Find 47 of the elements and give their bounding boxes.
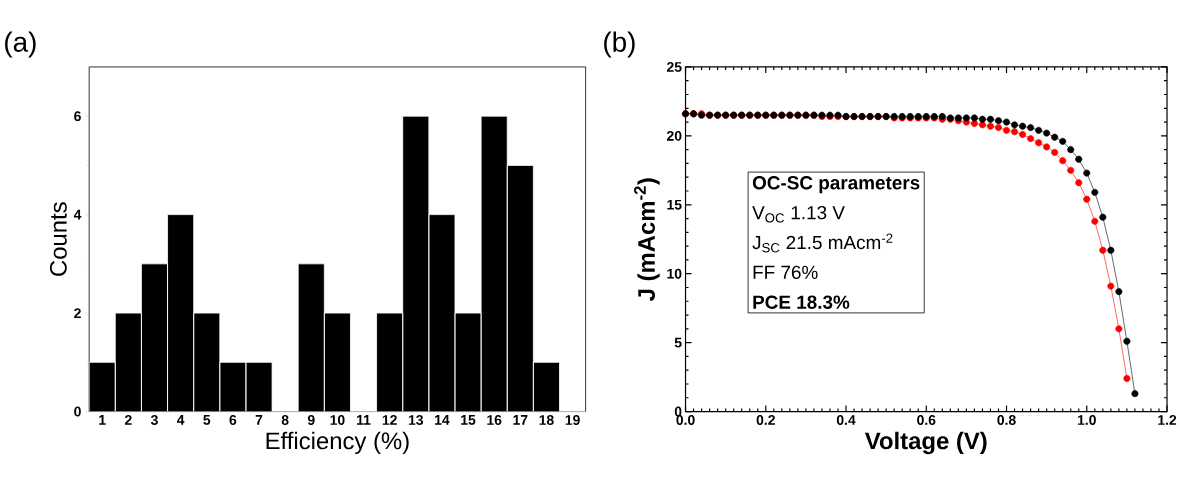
y-axis-title: J (mAcm$^{-2}$): [634, 178, 660, 301]
x-tick-label: 15: [461, 414, 476, 425]
x-tick-label: 0.2: [756, 414, 775, 425]
y-tick-label: 6: [74, 110, 81, 121]
x-tick-label: 1.2: [1158, 414, 1177, 425]
x-tick-label: 11: [357, 414, 371, 425]
x-tick-label: 5: [203, 414, 211, 425]
x-tick-label: 1.0: [1077, 414, 1096, 425]
chart-title: (a): [5, 31, 36, 58]
x-tick-label: 0.4: [836, 414, 856, 425]
y-tick-label: 15: [667, 199, 682, 210]
y-tick-label: 25: [667, 61, 682, 72]
annotation: FF 76%: [753, 265, 818, 279]
x-tick-label: 16: [487, 414, 502, 425]
y-tick-label: 10: [667, 268, 682, 279]
chart-title: (b): [604, 31, 635, 58]
x-tick-label: 12: [382, 414, 397, 425]
x-tick-label: 0.6: [917, 414, 936, 425]
annotation: V$_{OC}$ 1.13 V: [752, 205, 845, 223]
x-tick-label: 6: [229, 414, 237, 425]
y-tick-label: 4: [73, 209, 82, 220]
annotation: J$_{SC}$ 21.5 mAcm$^{-2}$: [752, 233, 893, 253]
x-tick-label: 3: [150, 414, 158, 425]
y-tick-label: 0: [74, 406, 81, 417]
x-tick-label: 7: [255, 414, 263, 425]
annotation: OC-SC parameters: [752, 175, 920, 193]
x-tick-label: 13: [408, 414, 424, 425]
x-axis-title: Voltage (V): [864, 431, 987, 454]
x-tick-label: 0.0: [676, 414, 695, 425]
x-tick-label: 18: [539, 414, 554, 425]
y-tick-label: 5: [674, 337, 682, 348]
x-tick-label: 2: [124, 414, 132, 425]
x-tick-label: 8: [281, 414, 289, 425]
x-axis-title: Efficiency (%): [266, 431, 409, 454]
y-tick-label: 2: [74, 307, 81, 318]
x-tick-label: 17: [513, 414, 528, 425]
x-tick-label: 0.8: [997, 414, 1016, 425]
x-tick-label: 1: [99, 414, 106, 425]
y-tick-label: 20: [667, 130, 682, 141]
annotation: PCE 18.3%: [753, 295, 850, 309]
x-tick-label: 4: [176, 414, 185, 425]
x-tick-label: 9: [307, 414, 315, 425]
x-tick-label: 14: [435, 414, 450, 425]
y-tick-label: 0: [674, 406, 682, 417]
y-axis-title: Counts: [49, 202, 67, 276]
x-tick-label: 19: [565, 414, 580, 425]
x-tick-label: 10: [330, 414, 345, 425]
